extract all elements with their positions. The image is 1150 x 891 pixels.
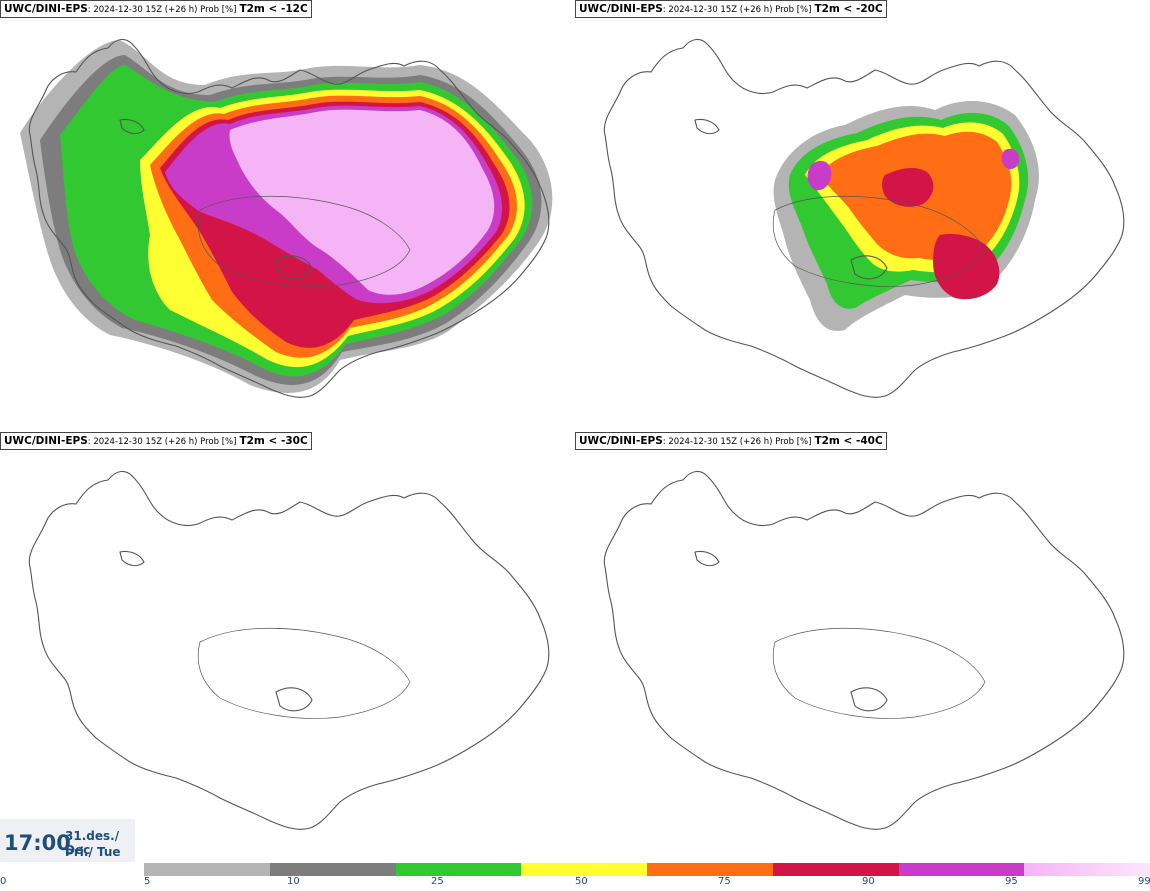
legend-tick: 50 [575,876,588,887]
iceland-map-minus40 [603,470,1125,830]
legend-tick: 25 [431,876,444,887]
legend-tick: 10 [287,876,300,887]
threshold-label: T2m < -40C [814,435,883,447]
legend-tick: 99 [1138,876,1150,887]
threshold-label: T2m < -30C [239,435,308,447]
valid-hour: 17:00 [4,831,71,855]
coastline [28,470,550,830]
run-info: : 2024-12-30 15Z (+26 h) Prob [%] [87,5,237,15]
legend-color-segment [269,863,396,876]
legend-tick: 5 [144,876,151,887]
map-panel-minus40: UWC/DINI-EPS: 2024-12-30 15Z (+26 h) Pro… [575,432,1150,864]
legend-color-segment [144,863,271,876]
model-name: UWC/DINI-EPS [579,3,663,15]
model-name: UWC/DINI-EPS [4,3,88,15]
valid-date: 31.des./ Dec [65,829,120,857]
legend-tick-labels: 0 5 10 25 50 75 90 95 99 [0,876,1150,891]
run-info: : 2024-12-30 15Z (+26 h) Prob [%] [87,437,237,447]
legend-color-segment [395,863,522,876]
map-panel-minus12: UWC/DINI-EPS: 2024-12-30 15Z (+26 h) Pro… [0,0,575,432]
threshold-label: T2m < -12C [239,3,308,15]
coastline [28,38,550,398]
legend-color-segment [898,863,1025,876]
legend-color-segment [1024,863,1150,876]
panel-header: UWC/DINI-EPS: 2024-12-30 15Z (+26 h) Pro… [575,0,887,18]
legend-color-segment [647,863,774,876]
run-info: : 2024-12-30 15Z (+26 h) Prob [%] [662,437,812,447]
coastline [603,38,1125,398]
model-name: UWC/DINI-EPS [4,435,88,447]
map-panel-minus20: UWC/DINI-EPS: 2024-12-30 15Z (+26 h) Pro… [575,0,1150,432]
probability-color-legend [144,863,1150,876]
threshold-label: T2m < -20C [814,3,883,15]
inland-contour [772,195,986,287]
panel-header: UWC/DINI-EPS: 2024-12-30 15Z (+26 h) Pro… [575,432,887,450]
valid-time-box: 17:00 31.des./ Dec Þri./ Tue [0,819,135,862]
inland-contour [197,627,411,719]
legend-tick: 90 [862,876,875,887]
legend-tick: 95 [1005,876,1018,887]
iceland-map-minus12 [20,38,553,398]
legend-color-segment [521,863,648,876]
model-name: UWC/DINI-EPS [579,435,663,447]
iceland-map-minus20 [603,38,1125,398]
panel-header: UWC/DINI-EPS: 2024-12-30 15Z (+26 h) Pro… [0,0,312,18]
run-info: : 2024-12-30 15Z (+26 h) Prob [%] [662,5,812,15]
iceland-map-minus30 [28,470,550,830]
inland-contour [772,627,986,719]
legend-color-segment [772,863,899,876]
legend-tick: 75 [718,876,731,887]
inland-contour [197,195,411,287]
coastline [603,470,1125,830]
panel-header: UWC/DINI-EPS: 2024-12-30 15Z (+26 h) Pro… [0,432,312,450]
valid-weekday: Þri./ Tue [65,845,121,859]
legend-tick: 0 [0,876,7,887]
map-panel-minus30: UWC/DINI-EPS: 2024-12-30 15Z (+26 h) Pro… [0,432,575,864]
